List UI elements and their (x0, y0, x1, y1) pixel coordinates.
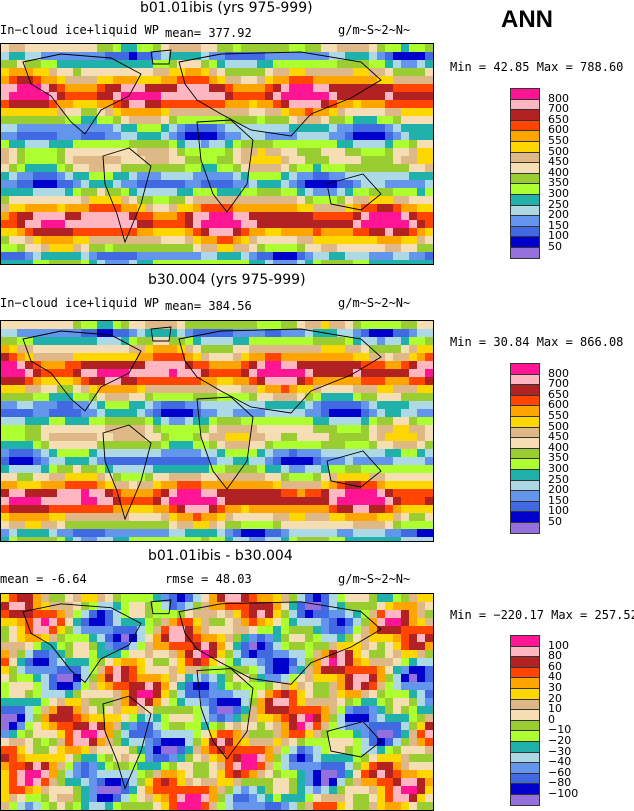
colorbar-label: 100 (548, 504, 569, 518)
panel-2-title: b30.004 (yrs 975-999) (148, 272, 306, 288)
panel-1-title: b01.01ibis (yrs 975-999) (140, 0, 313, 16)
panel-3-rmse-label: rmse = 48.03 (165, 572, 252, 586)
panel-3-colorbar: 100 80 60 40 30 20 10 0 −10 −20 −30 −40 −60 −80 −100 (510, 635, 600, 806)
colorbar-label: 150 (548, 493, 569, 507)
panel-2-variable-label: In−cloud ice+liquid WP (0, 296, 159, 310)
colorbar-label: 10 (548, 702, 562, 716)
colorbar-label: −10 (548, 723, 572, 737)
colorbar-swatch (510, 794, 540, 806)
colorbar-label: 30 (548, 681, 562, 694)
panel-3-minmax: Min = −220.17 Max = 257.52 (450, 608, 634, 622)
colorbar-label: −20 (548, 734, 572, 747)
colorbar-label: 60 (548, 659, 562, 673)
colorbar-label: 100 (548, 638, 569, 652)
panel-2-mean-label: mean= 384.56 (165, 299, 252, 313)
colorbar-label: 20 (548, 691, 562, 705)
colorbar-label: −80 (548, 776, 572, 790)
panel-1-minmax: Min = 42.85 Max = 788.60 (450, 60, 624, 74)
colorbar-label: −30 (548, 744, 572, 758)
colorbar-label: 200 (548, 208, 569, 222)
panel-3-mean-value: -6.64 (50, 572, 87, 586)
panel-2-map (0, 320, 434, 542)
colorbar-label: 300 (548, 187, 569, 200)
panel-3-units: g/m~S~2~N~ (338, 572, 411, 586)
colorbar-label: 300 (548, 462, 569, 475)
colorbar-label: 0 (548, 712, 555, 726)
colorbar-label: 200 (548, 483, 569, 497)
panel-1-mean-text: mean= (165, 26, 202, 40)
panel-1-variable-label: In−cloud ice+liquid WP (0, 23, 159, 37)
panel-2-mean-value: 384.56 (208, 299, 252, 313)
colorbar-label: 700 (548, 377, 569, 391)
colorbar-label: 50 (548, 515, 562, 528)
colorbar-label: −60 (548, 765, 572, 779)
panel-3-mean-text: mean = (0, 572, 44, 586)
panel-2-contour-plot (1, 321, 433, 541)
panel-3-contour-plot (1, 594, 433, 810)
panel-3-title: b01.01ibis - b30.004 (148, 548, 293, 564)
colorbar-swatch (510, 522, 540, 534)
colorbar-label: 600 (548, 398, 569, 412)
colorbar-label: 150 (548, 218, 569, 232)
colorbar-label: 550 (548, 134, 569, 147)
panel-1-colorbar: 800 700 650 600 550 500 450 400 350 300 250 200 150 1… (510, 88, 600, 259)
colorbar-label: −40 (548, 755, 572, 769)
panel-2-mean-text: mean= (165, 299, 202, 313)
colorbar-label: 40 (548, 670, 562, 684)
colorbar-label: 500 (548, 144, 569, 158)
colorbar-label: 800 (548, 91, 569, 105)
panel-1-contour-plot (1, 44, 433, 264)
panel-2-colorbar: 800 700 650 600 550 500 450 400 350 300 250 200 150 1… (510, 363, 600, 534)
colorbar-label: 500 (548, 419, 569, 433)
colorbar-label: 250 (548, 472, 569, 486)
colorbar-label: 100 (548, 229, 569, 243)
panel-2-units: g/m~S~2~N~ (338, 296, 411, 310)
colorbar-label: −100 (548, 787, 579, 800)
panel-1-map (0, 43, 434, 265)
colorbar-label: 50 (548, 240, 562, 253)
panel-1-mean-label: mean= 377.92 (165, 26, 252, 40)
panel-3-mean-label: mean = -6.64 (0, 572, 87, 586)
colorbar-label: 800 (548, 366, 569, 380)
colorbar-label: 250 (548, 197, 569, 211)
colorbar-label: 450 (548, 155, 569, 169)
colorbar-label: 700 (548, 102, 569, 116)
colorbar-label: 80 (548, 649, 562, 663)
panel-2-minmax: Min = 30.84 Max = 866.08 (450, 335, 624, 349)
colorbar-label: 650 (548, 112, 569, 126)
panel-1-units: g/m~S~2~N~ (338, 23, 411, 37)
colorbar-label: 400 (548, 440, 569, 454)
colorbar-label: 600 (548, 123, 569, 137)
panel-3-rmse-value: 48.03 (215, 572, 252, 586)
colorbar-label: 650 (548, 387, 569, 401)
colorbar-label: 550 (548, 409, 569, 422)
panel-3-map (0, 593, 434, 811)
colorbar-label: 350 (548, 176, 569, 190)
colorbar-swatch (510, 247, 540, 259)
colorbar-label: 350 (548, 451, 569, 465)
colorbar-label: 400 (548, 165, 569, 179)
colorbar-label: 450 (548, 430, 569, 444)
panel-3-rmse-text: rmse = (165, 572, 209, 586)
season-label: ANN (501, 6, 553, 33)
panel-1-mean-value: 377.92 (208, 26, 252, 40)
